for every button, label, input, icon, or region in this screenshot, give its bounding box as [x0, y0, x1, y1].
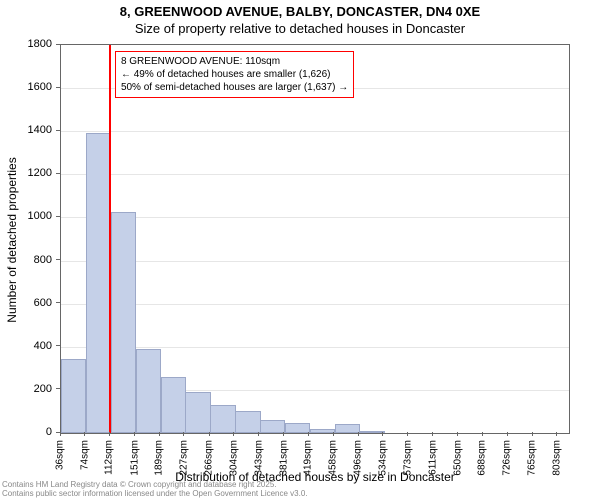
- histogram-bar: [86, 133, 111, 433]
- y-tick-mark: [56, 216, 60, 217]
- y-tick-mark: [56, 388, 60, 389]
- x-tick-mark: [308, 432, 309, 436]
- histogram-bar: [335, 424, 360, 433]
- grid-line: [61, 304, 569, 305]
- histogram-bar: [210, 405, 235, 433]
- y-tick-label: 200: [34, 383, 52, 395]
- y-tick-label: 1600: [28, 81, 52, 93]
- y-tick-label: 400: [34, 340, 52, 352]
- y-tick-mark: [56, 44, 60, 45]
- x-tick-mark: [134, 432, 135, 436]
- histogram-bar: [310, 429, 335, 433]
- x-tick-mark: [382, 432, 383, 436]
- grid-line: [61, 347, 569, 348]
- y-tick-mark: [56, 173, 60, 174]
- chart-container: { "title": { "line1": "8, GREENWOOD AVEN…: [0, 0, 600, 500]
- footer-line2: Contains public sector information licen…: [2, 489, 598, 499]
- x-tick-mark: [432, 432, 433, 436]
- x-axis-ticks: 36sqm74sqm112sqm151sqm189sqm227sqm266sqm…: [60, 436, 570, 474]
- footer-line1: Contains HM Land Registry data © Crown c…: [2, 480, 598, 490]
- reference-callout: 8 GREENWOOD AVENUE: 110sqm← 49% of detac…: [115, 51, 354, 98]
- x-tick-mark: [507, 432, 508, 436]
- x-tick-mark: [333, 432, 334, 436]
- x-tick-mark: [60, 432, 61, 436]
- x-tick-mark: [556, 432, 557, 436]
- title-line2: Size of property relative to detached ho…: [0, 21, 600, 38]
- y-tick-mark: [56, 130, 60, 131]
- title-line1: 8, GREENWOOD AVENUE, BALBY, DONCASTER, D…: [0, 4, 600, 21]
- histogram-bar: [61, 359, 86, 433]
- x-tick-mark: [84, 432, 85, 436]
- x-tick-mark: [109, 432, 110, 436]
- y-tick-label: 1200: [28, 167, 52, 179]
- histogram-bar: [161, 377, 186, 433]
- callout-line: 50% of semi-detached houses are larger (…: [121, 81, 348, 94]
- y-tick-label: 600: [34, 297, 52, 309]
- x-tick-mark: [209, 432, 210, 436]
- y-tick-mark: [56, 345, 60, 346]
- grid-line: [61, 174, 569, 175]
- histogram-bar: [235, 411, 260, 433]
- x-tick-mark: [183, 432, 184, 436]
- x-tick-mark: [532, 432, 533, 436]
- attribution-footer: Contains HM Land Registry data © Crown c…: [0, 479, 600, 500]
- histogram-bar: [136, 349, 161, 433]
- histogram-bar: [111, 212, 136, 433]
- grid-line: [61, 261, 569, 262]
- callout-line: 8 GREENWOOD AVENUE: 110sqm: [121, 55, 348, 68]
- x-tick-mark: [358, 432, 359, 436]
- y-tick-label: 0: [46, 426, 52, 438]
- y-tick-mark: [56, 302, 60, 303]
- x-tick-mark: [283, 432, 284, 436]
- chart-title: 8, GREENWOOD AVENUE, BALBY, DONCASTER, D…: [0, 4, 600, 38]
- y-tick-label: 1800: [28, 38, 52, 50]
- plot-area: 8 GREENWOOD AVENUE: 110sqm← 49% of detac…: [60, 44, 570, 434]
- histogram-bar: [185, 392, 210, 433]
- y-tick-label: 800: [34, 254, 52, 266]
- x-tick-mark: [457, 432, 458, 436]
- x-tick-mark: [258, 432, 259, 436]
- y-tick-mark: [56, 259, 60, 260]
- y-axis-label: Number of detached properties: [5, 157, 19, 322]
- histogram-bar: [260, 420, 285, 433]
- y-tick-mark: [56, 87, 60, 88]
- x-tick-mark: [482, 432, 483, 436]
- histogram-bar: [360, 431, 385, 433]
- y-tick-label: 1400: [28, 124, 52, 136]
- y-tick-label: 1000: [28, 210, 52, 222]
- callout-line: ← 49% of detached houses are smaller (1,…: [121, 68, 348, 81]
- reference-line: [109, 45, 111, 433]
- grid-line: [61, 131, 569, 132]
- x-tick-mark: [233, 432, 234, 436]
- x-tick-mark: [407, 432, 408, 436]
- x-tick-mark: [159, 432, 160, 436]
- x-tick-label: 74sqm: [79, 440, 90, 470]
- grid-line: [61, 217, 569, 218]
- x-tick-label: 36sqm: [55, 440, 66, 470]
- histogram-bar: [285, 423, 310, 433]
